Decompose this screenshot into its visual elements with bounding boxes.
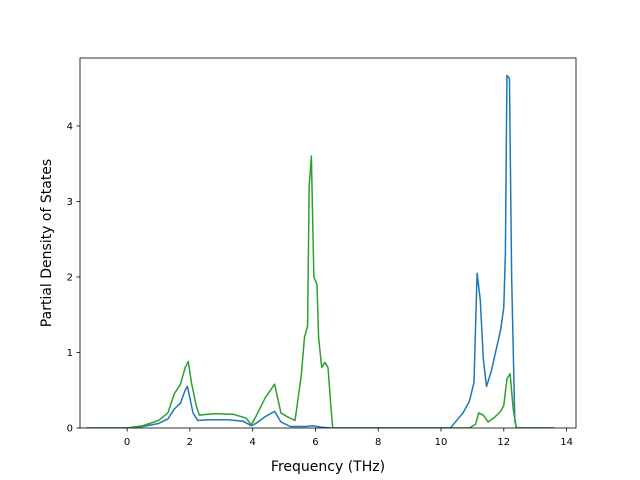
x-axis-label: Frequency (THz) [271, 459, 385, 475]
y-axis-label: Partial Density of States [39, 159, 55, 327]
y-axis-ticks: 0 1 2 3 4 [67, 121, 80, 435]
x-tick-label: 14 [560, 437, 573, 448]
series-layer [86, 74, 555, 428]
x-tick-label: 4 [249, 437, 255, 448]
x-tick-label: 12 [497, 437, 510, 448]
x-tick-label: 6 [312, 437, 318, 448]
y-tick-label: 0 [67, 424, 73, 435]
x-tick-label: 2 [187, 437, 193, 448]
y-tick-label: 3 [67, 197, 73, 208]
plot-frame [79, 57, 577, 429]
y-tick-label: 1 [67, 348, 73, 359]
series-line-2 [86, 155, 555, 428]
y-tick-label: 2 [67, 272, 73, 283]
x-tick-label: 8 [375, 437, 381, 448]
series-line-1 [86, 74, 555, 428]
x-tick-label: 0 [124, 437, 130, 448]
y-tick-label: 4 [67, 121, 73, 132]
x-axis-ticks: 0 2 4 6 8 10 12 14 [124, 428, 573, 448]
x-tick-label: 10 [435, 437, 448, 448]
